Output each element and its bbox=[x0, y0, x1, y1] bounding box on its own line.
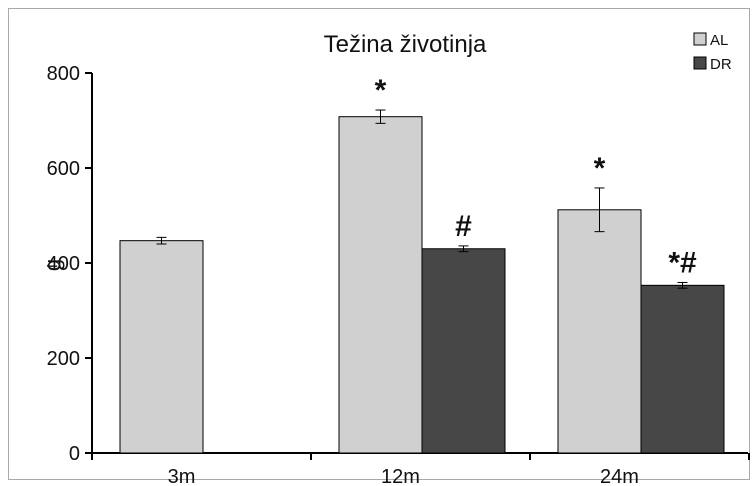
significance-mark: * bbox=[375, 74, 387, 107]
chart-title: Težina životinja bbox=[324, 31, 487, 58]
significance-mark: *# bbox=[668, 246, 697, 279]
bar-al-24m bbox=[557, 209, 642, 454]
y-tick-label: 0 bbox=[69, 443, 80, 465]
legend-label-al: AL bbox=[710, 32, 728, 49]
legend-swatch-dr bbox=[693, 56, 707, 70]
bar-al-12m bbox=[338, 116, 423, 454]
y-tick-label: 400 bbox=[47, 253, 80, 275]
legend-swatch-al bbox=[693, 32, 707, 46]
bar-dr-24m bbox=[640, 284, 725, 454]
significance-mark: * bbox=[594, 152, 606, 185]
legend: AL DR bbox=[693, 32, 732, 73]
y-tick-label: 800 bbox=[47, 63, 80, 85]
significance-mark: # bbox=[455, 210, 472, 243]
bar-dr-12m bbox=[421, 248, 506, 454]
y-axis-label: g bbox=[40, 259, 65, 271]
y-tick-label: 600 bbox=[47, 158, 80, 180]
legend-label-dr: DR bbox=[710, 56, 732, 73]
x-tick-label: 12m bbox=[381, 466, 420, 486]
x-tick-label: 24m bbox=[600, 466, 639, 486]
y-tick-label: 200 bbox=[47, 348, 80, 370]
x-tick-label: 3m bbox=[168, 466, 196, 486]
bar-al-3m bbox=[119, 240, 204, 454]
